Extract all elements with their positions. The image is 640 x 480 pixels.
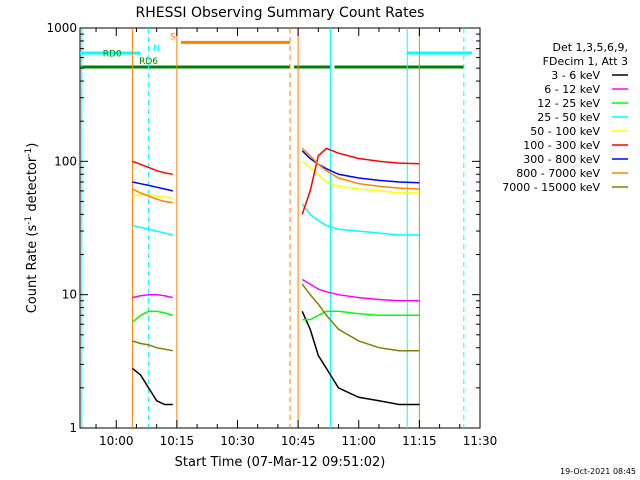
series-line-8-0 [132,340,173,352]
marker-lines [81,28,465,428]
series-line-2-0 [131,310,174,323]
x-tick-label-6: 11:30 [463,434,498,448]
series-line-3-0 [132,224,173,236]
y-axis-label-part-0: Count Rate (s [25,225,40,314]
series-line-0-0 [131,367,173,406]
x-tick-label-0: 10:00 [99,434,134,448]
y-axis-label-part-4: ) [25,143,40,148]
legend-header-0: Det 1,3,5,6,9, [552,41,628,54]
series-line-8-1 [301,283,420,352]
series-line-0-1 [301,310,420,406]
x-tick-label-4: 11:00 [341,434,376,448]
y-axis-label: Count Rate (s-1 detector-1) [24,143,40,314]
y-tick-label-3: 1000 [46,21,77,35]
x-tick-label-3: 10:45 [281,434,316,448]
legend-label-6: 300 - 800 keV [523,153,600,166]
series-line-7-0 [132,188,173,204]
x-tick-label-1: 10:15 [160,434,195,448]
series-line-7-1 [301,147,420,190]
series-line-6-1 [301,150,420,184]
series-line-3-1 [301,203,420,236]
y-tick-label-0: 1 [69,421,77,435]
series-line-1-1 [301,278,420,302]
y-axis-label-part-1: -1 [24,216,34,225]
legend: Det 1,3,5,6,9,FDecim 1, Att 33 - 6 keV6 … [502,41,628,194]
y-tick-label-1: 10 [62,288,77,302]
legend-label-8: 7000 - 15000 keV [502,181,600,194]
state-bar-label-3: RD0 [103,50,122,60]
legend-label-1: 6 - 12 keV [544,83,600,96]
plot-frame [79,27,481,429]
y-tick-label-2: 100 [54,154,77,168]
x-axis-label: Start Time (07-Mar-12 09:51:02) [175,455,386,470]
state-bar-label-4: RD6 [139,57,158,67]
timestamp: 19-Oct-2021 08:45 [560,467,636,476]
series-line-4-1 [301,160,420,194]
chart-title: RHESSI Observing Summary Count Rates [136,5,425,21]
x-axis: 10:00 10:15 10:30 10:45 11:00 11:15 11:30 [95,28,498,448]
y-axis-label-part-3: -1 [24,148,34,157]
legend-label-0: 3 - 6 keV [551,69,600,82]
y-axis-label-part-2: detector [25,156,40,216]
series-line-2-1 [302,310,420,321]
series-line-6-0 [132,181,173,192]
legend-header-1: FDecim 1, Att 3 [543,55,628,68]
x-tick-label-2: 10:30 [220,434,255,448]
x-tick-label-5: 11:15 [402,434,437,448]
series-line-5-1 [301,147,420,215]
legend-label-3: 25 - 50 keV [537,111,600,124]
legend-label-2: 12 - 25 keV [537,97,600,110]
series-lines [131,147,420,406]
series-line-1-0 [132,293,173,299]
state-bars: NS RD0 RD6 [80,33,472,69]
legend-label-4: 50 - 100 keV [530,125,600,138]
state-bar-label-2: S [170,33,176,43]
legend-label-7: 800 - 7000 keV [516,167,600,180]
y-axis: 1 10 100 1000 [46,21,480,435]
series-line-4-0 [132,194,173,199]
legend-label-5: 100 - 300 keV [523,139,600,152]
state-bar-label-1: N [153,44,160,54]
series-line-5-0 [132,160,173,176]
